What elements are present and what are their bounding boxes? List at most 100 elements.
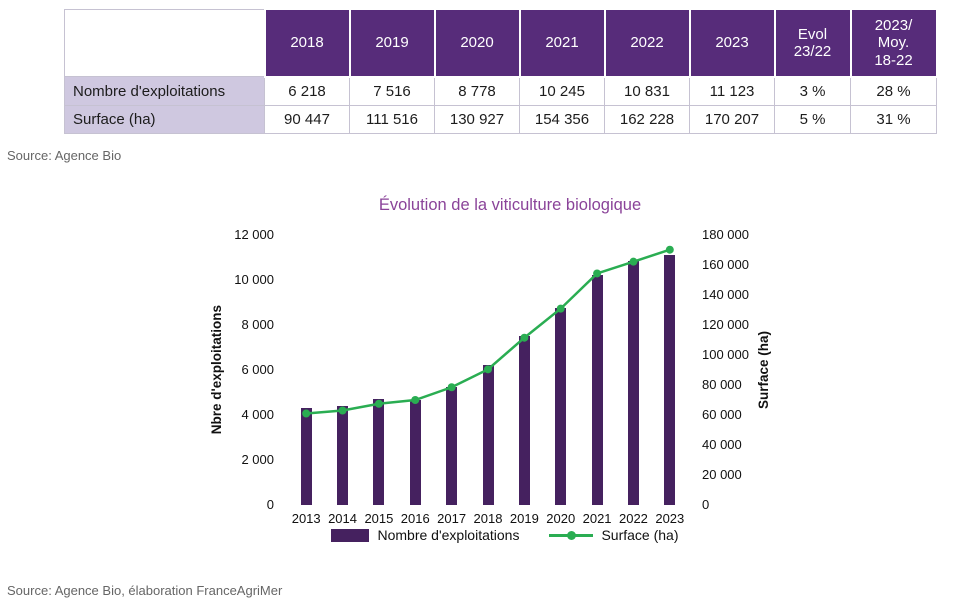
plot-area: 2013 2014 2015 2016 2017 2018 2019 2020 2021 2022… bbox=[288, 235, 688, 526]
source-bottom: Source: Agence Bio, élaboration FranceAg… bbox=[7, 583, 283, 598]
y-tick-right: 80 000 bbox=[702, 377, 742, 392]
table-corner-cell bbox=[64, 8, 265, 78]
y-tick-left: 12 000 bbox=[234, 227, 274, 242]
value-cell: 130 927 bbox=[434, 104, 520, 134]
bar-2014 bbox=[337, 406, 349, 505]
x-tick-2013: 2013 bbox=[291, 511, 321, 526]
value-cell: 8 778 bbox=[434, 76, 520, 106]
line-marker-2014 bbox=[338, 406, 347, 415]
y-tick-right: 180 000 bbox=[702, 227, 749, 242]
bar-2018 bbox=[482, 365, 494, 505]
table-header-cell: 2018 bbox=[263, 8, 351, 78]
value-cell: 28 % bbox=[850, 76, 937, 106]
line-marker-2021 bbox=[593, 269, 602, 278]
bar-2023 bbox=[664, 254, 676, 505]
chart-body: Nbre d'exploitations 0 2 000 4 000 6 000 8 0… bbox=[170, 227, 810, 526]
value-cell: 5 % bbox=[774, 104, 851, 134]
bar-2016 bbox=[409, 400, 421, 505]
chart-legend: Nombre d'exploitations Surface (ha) bbox=[170, 527, 810, 543]
bar-2020 bbox=[555, 307, 567, 505]
table-header-cell: Evol 23/22 bbox=[773, 8, 852, 78]
value-cell: 162 228 bbox=[604, 104, 690, 134]
right-axis-title: Surface (ha) bbox=[756, 235, 771, 505]
y-tick-left: 6 000 bbox=[241, 362, 274, 377]
line-marker-2016 bbox=[411, 396, 420, 404]
y-tick-right: 0 bbox=[702, 497, 710, 512]
bar-2017 bbox=[446, 386, 458, 505]
y-tick-right: 160 000 bbox=[702, 257, 749, 272]
value-cell: 111 516 bbox=[349, 104, 435, 134]
legend-label: Surface (ha) bbox=[601, 527, 679, 543]
row-label-cell: Nombre d'exploitations bbox=[64, 76, 265, 106]
table-header-cell: 2023/ Moy. 18-22 bbox=[849, 8, 938, 78]
value-cell: 170 207 bbox=[689, 104, 775, 134]
table-header-cell: 2019 bbox=[348, 8, 436, 78]
row-label-cell: Surface (ha) bbox=[64, 104, 265, 134]
surface-line-path bbox=[306, 248, 671, 415]
y-tick-right: 140 000 bbox=[702, 287, 749, 302]
table-header-row: 2018 2019 2020 2021 2022 2023 Evol 23/22 2023/ … bbox=[64, 8, 938, 78]
x-tick-2019: 2019 bbox=[509, 511, 539, 526]
y-tick-left: 4 000 bbox=[241, 407, 274, 422]
table-header-cell: 2022 bbox=[603, 8, 691, 78]
y-tick-right: 60 000 bbox=[702, 407, 742, 422]
source-top: Source: Agence Bio bbox=[7, 148, 122, 163]
y-tick-left: 10 000 bbox=[234, 272, 274, 287]
legend-label: Nombre d'exploitations bbox=[377, 527, 520, 543]
x-tick-2018: 2018 bbox=[473, 511, 503, 526]
x-tick-2023: 2023 bbox=[655, 511, 685, 526]
left-axis-ticks: 0 2 000 4 000 6 000 8 000 10 000 12 000 bbox=[224, 227, 282, 512]
bar-2019 bbox=[518, 335, 530, 505]
table-head: 2018 2019 2020 2021 2022 2023 Evol 23/22 2023/ … bbox=[64, 8, 938, 78]
legend-item-exploitations: Nombre d'exploitations bbox=[331, 527, 519, 543]
value-cell: 31 % bbox=[850, 104, 937, 134]
legend-item-surface: Surface (ha) bbox=[549, 527, 679, 543]
table-row: Surface (ha) 90 447 111 516 130 927 154 356 1… bbox=[64, 104, 937, 134]
bar-2021 bbox=[591, 274, 603, 505]
y-tick-right: 100 000 bbox=[702, 347, 749, 362]
x-tick-2020: 2020 bbox=[546, 511, 576, 526]
line-marker-2023 bbox=[665, 245, 674, 254]
line-marker-2018 bbox=[484, 365, 492, 374]
bar-2013 bbox=[300, 408, 312, 505]
y-tick-right: 20 000 bbox=[702, 467, 742, 482]
table-body: Nombre d'exploitations 6 218 7 516 8 778 10 … bbox=[64, 76, 937, 134]
right-axis-ticks: 0 20 000 40 000 60 000 80 000 100 000 120 000 1… bbox=[694, 227, 756, 512]
value-cell: 154 356 bbox=[519, 104, 605, 134]
chart: Évolution de la viticulture biologique N… bbox=[170, 196, 810, 543]
surface-line bbox=[302, 245, 674, 418]
y-tick-left: 0 bbox=[266, 497, 274, 512]
x-tick-2015: 2015 bbox=[364, 511, 394, 526]
x-tick-2016: 2016 bbox=[400, 511, 430, 526]
y-tick-right: 40 000 bbox=[702, 437, 742, 452]
bar-2015 bbox=[373, 399, 385, 505]
line-marker-2017 bbox=[447, 383, 456, 392]
x-tick-2021: 2021 bbox=[582, 511, 612, 526]
value-cell: 10 245 bbox=[519, 76, 605, 106]
y-tick-left: 2 000 bbox=[241, 452, 274, 467]
legend-bar-swatch bbox=[331, 528, 370, 542]
value-cell: 3 % bbox=[774, 76, 851, 106]
y-tick-left: 8 000 bbox=[241, 317, 274, 332]
chart-title: Évolution de la viticulture biologique bbox=[378, 196, 642, 214]
table-header-cell: 2023 bbox=[688, 8, 776, 78]
line-marker-2013 bbox=[302, 409, 311, 418]
value-cell: 7 516 bbox=[349, 76, 435, 106]
x-tick-2017: 2017 bbox=[437, 511, 467, 526]
value-cell: 6 218 bbox=[264, 76, 350, 106]
right-axis-title-text: Surface (ha) bbox=[756, 330, 771, 410]
line-marker-2019 bbox=[520, 333, 529, 342]
table-header-cell: 2020 bbox=[433, 8, 521, 78]
summary-table: 2018 2019 2020 2021 2022 2023 Evol 23/22 2023/ … bbox=[64, 8, 938, 134]
table-row: Nombre d'exploitations 6 218 7 516 8 778 10 … bbox=[64, 76, 937, 106]
value-cell: 11 123 bbox=[689, 76, 775, 106]
left-axis-title: Nbre d'exploitations bbox=[209, 235, 224, 505]
table-header-cell: 2021 bbox=[518, 8, 606, 78]
line-marker-2020 bbox=[556, 304, 565, 313]
legend-line-swatch bbox=[549, 530, 594, 540]
bar-2022 bbox=[627, 261, 639, 505]
y-tick-right: 120 000 bbox=[702, 317, 749, 332]
x-tick-2022: 2022 bbox=[618, 511, 648, 526]
left-axis-title-text: Nbre d'exploitations bbox=[209, 305, 224, 435]
